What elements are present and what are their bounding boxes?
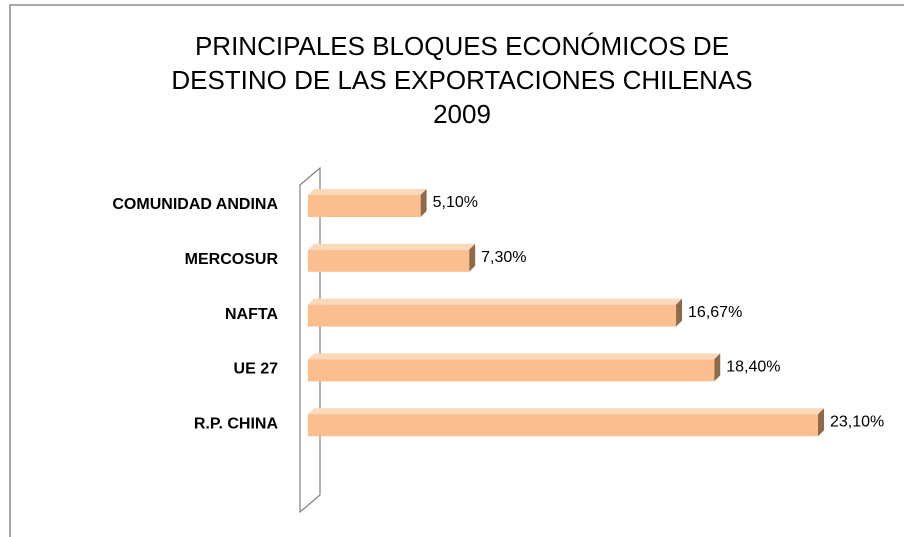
category-label: UE 27 <box>234 361 279 378</box>
bar-front <box>308 414 818 437</box>
category-label: R.P. CHINA <box>194 415 279 432</box>
bar-end <box>676 298 683 327</box>
chart-title: DESTINO DE LAS EXPORTACIONES CHILENAS <box>171 65 752 95</box>
value-label: 5,10% <box>433 194 478 211</box>
bar-front <box>308 304 677 327</box>
value-label: 16,67% <box>688 304 742 321</box>
bar-end <box>818 408 824 437</box>
value-label: 7,30% <box>481 249 526 266</box>
chart-title: PRINCIPALES BLOQUES ECONÓMICOS DE <box>195 31 729 61</box>
bar-front <box>308 195 421 217</box>
category-label: COMUNIDAD ANDINA <box>112 196 278 213</box>
axis-wall <box>299 166 321 514</box>
bar <box>308 189 427 217</box>
category-label: NAFTA <box>225 306 278 323</box>
bar-end <box>714 353 721 382</box>
value-label: 23,10% <box>830 413 884 430</box>
category-label: MERCOSUR <box>185 251 279 268</box>
bar-top <box>308 243 476 250</box>
bar <box>308 353 721 382</box>
bar-top <box>308 353 721 360</box>
chart-title: 2009 <box>433 99 491 129</box>
bar-top <box>308 408 824 415</box>
bar <box>308 408 824 437</box>
bar-end <box>469 243 476 272</box>
value-label: 18,40% <box>726 359 780 376</box>
bar-top <box>308 298 683 305</box>
bar <box>308 298 683 327</box>
bar-end <box>420 189 427 217</box>
bar <box>308 243 476 272</box>
bar-top <box>308 189 427 195</box>
bar-front <box>308 359 715 382</box>
bar-front <box>308 249 470 272</box>
